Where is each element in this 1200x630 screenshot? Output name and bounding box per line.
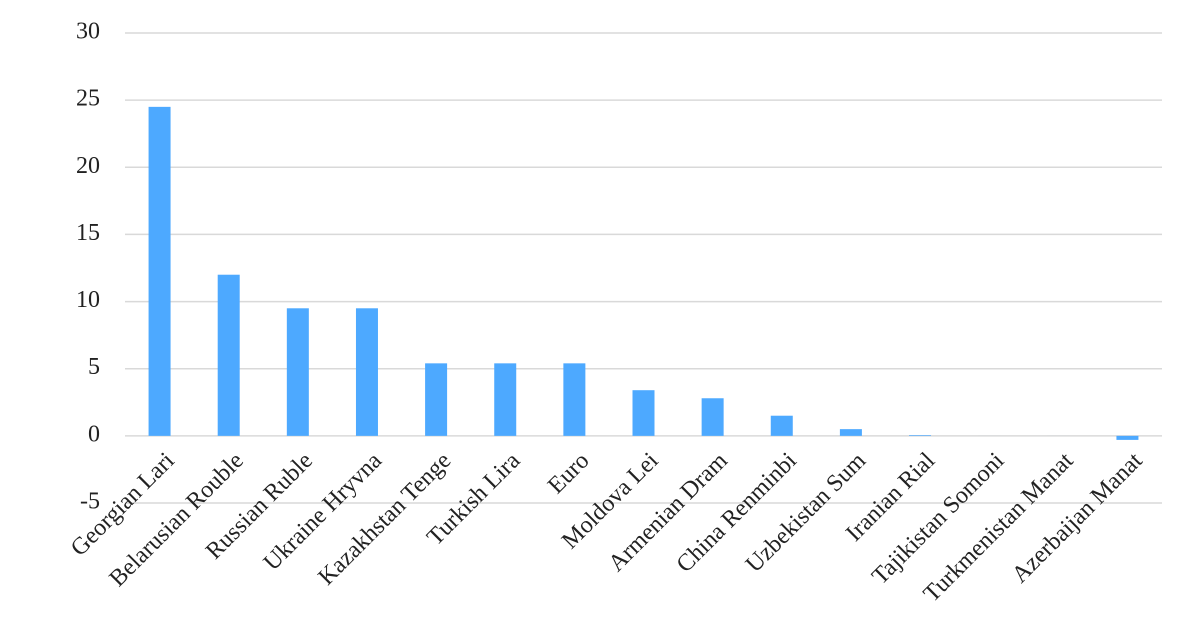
y-tick-label: 15 (76, 220, 100, 246)
bar (563, 363, 586, 436)
bar (770, 415, 793, 436)
x-tick-label: Armenian Dram (604, 448, 733, 577)
x-tick-label: Euro (543, 448, 594, 499)
bar (1116, 435, 1139, 440)
bar (355, 308, 378, 436)
x-tick-label: Azerbaijan Manat (1007, 448, 1148, 589)
x-tick-label: Uzbekistan Sum (741, 448, 871, 578)
bar (494, 363, 517, 436)
y-tick-label: 10 (76, 287, 100, 313)
x-tick-label: China Renminbi (672, 448, 802, 578)
x-tick-label: Ukraine Hryvna (259, 448, 387, 576)
y-tick-label: 20 (76, 153, 100, 179)
bar (909, 435, 932, 436)
bar (425, 363, 448, 436)
y-tick-label: 30 (76, 19, 100, 45)
y-tick-label: 0 (88, 421, 100, 447)
y-tick-label: -5 (80, 489, 100, 515)
bar (286, 308, 309, 436)
bar (148, 106, 171, 436)
y-tick-label: 5 (88, 354, 100, 380)
bar (839, 429, 862, 436)
bar (217, 274, 240, 436)
y-tick-label: 25 (76, 86, 100, 112)
bar (632, 390, 655, 436)
bar (701, 398, 724, 436)
